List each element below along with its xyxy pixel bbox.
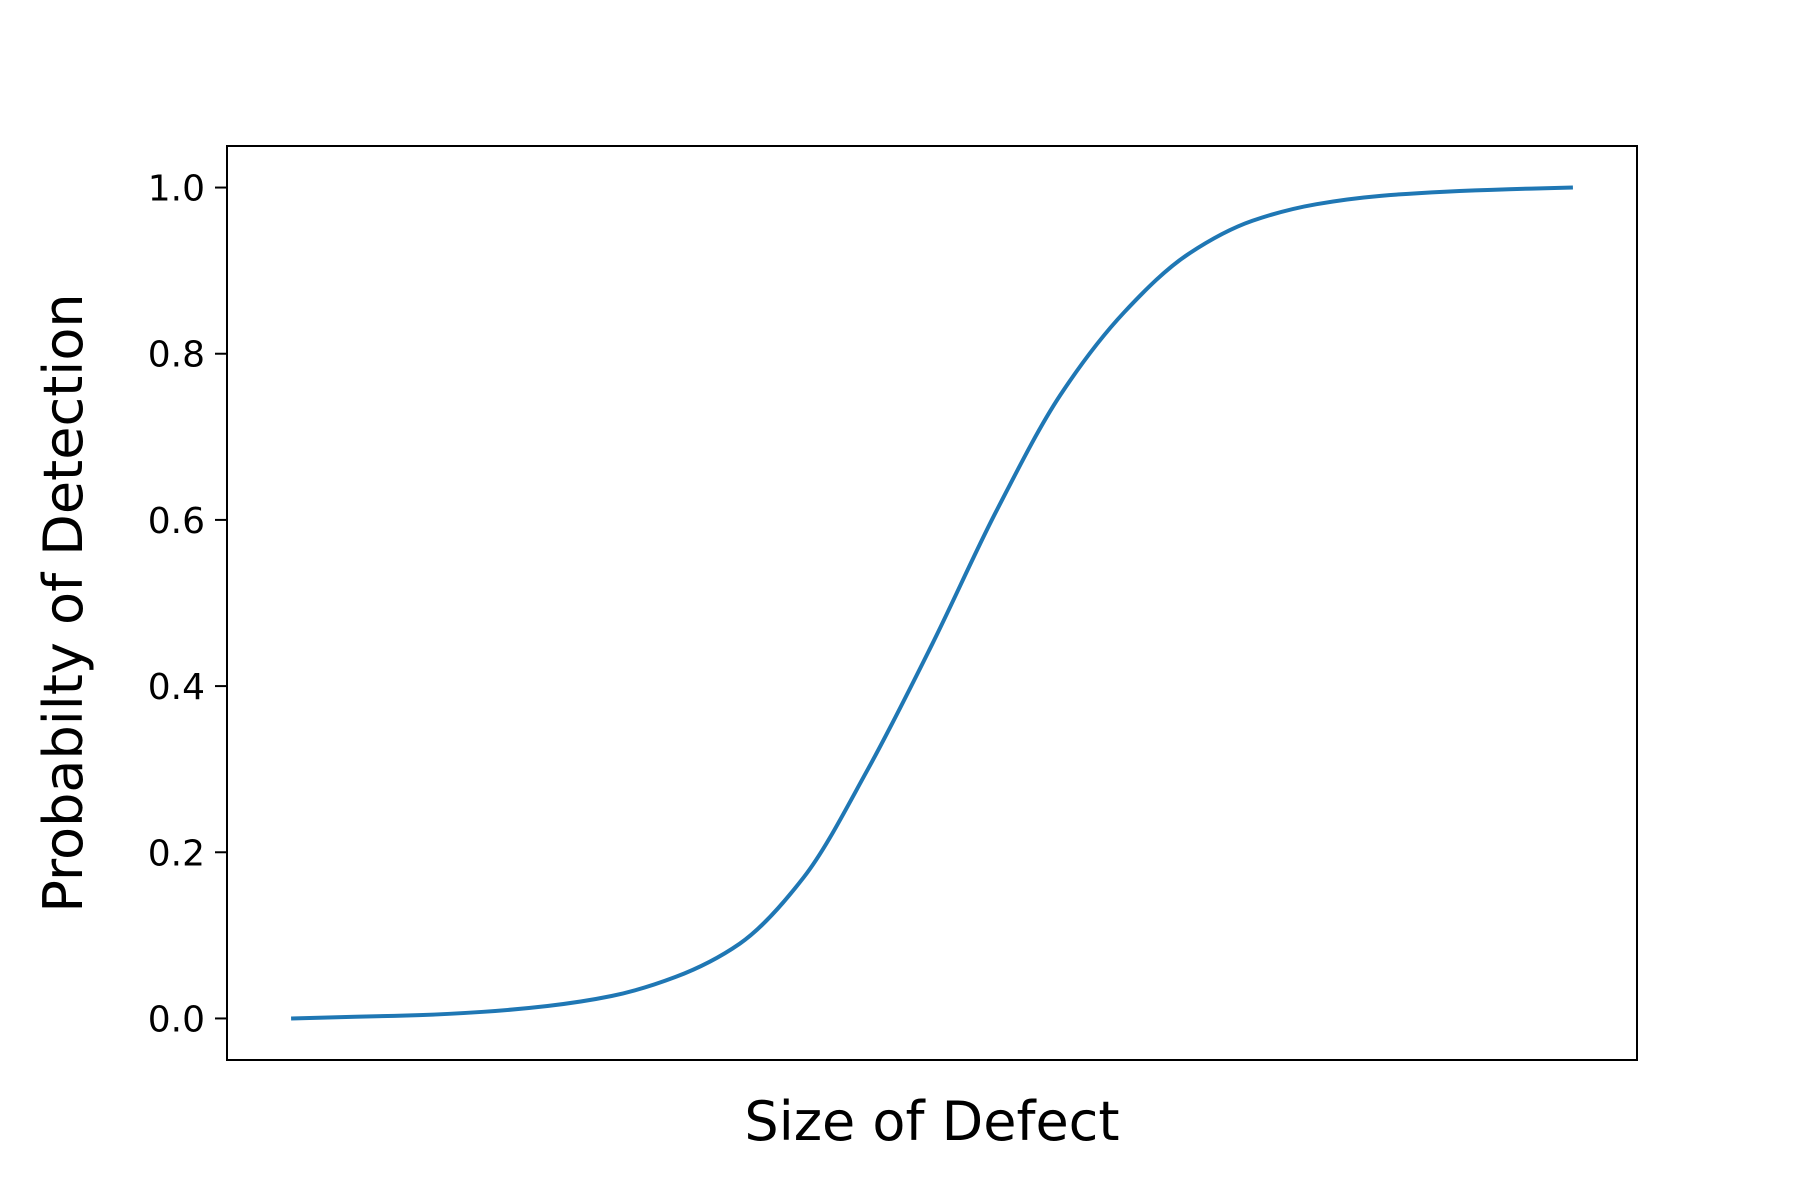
plot-layer <box>291 185 1573 1021</box>
y-tick-label: 0.2 <box>148 833 205 874</box>
y-tick-label: 1.0 <box>148 169 205 210</box>
y-tick-label: 0.8 <box>148 335 205 376</box>
y-tick-label: 0.0 <box>148 999 205 1040</box>
axes-frame <box>226 145 1638 1061</box>
y-tick-label: 0.4 <box>148 667 205 708</box>
y-axis-label: Probabilty of Detection <box>32 293 95 912</box>
x-axis-label: Size of Defect <box>744 1090 1119 1153</box>
y-axis-ticks: 0.0 0.2 0.4 0.6 0.8 1.0 <box>148 169 227 1040</box>
y-tick-label: 0.6 <box>148 501 205 542</box>
series-line <box>291 185 1573 1021</box>
